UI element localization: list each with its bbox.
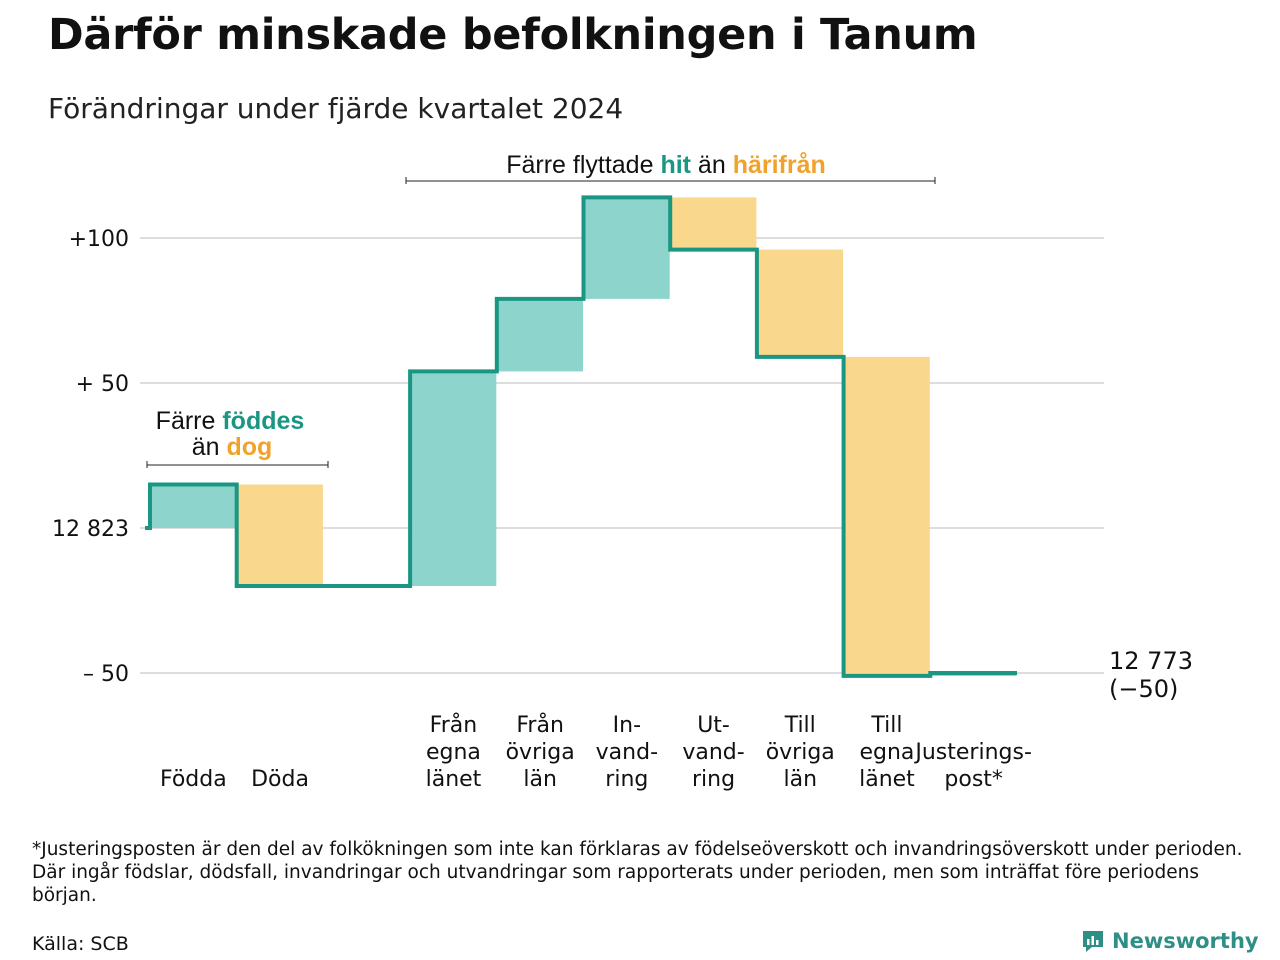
category-label: län — [523, 767, 557, 792]
end-value-label: 12 773 — [1109, 647, 1193, 675]
category-label: egna — [426, 740, 481, 765]
waterfall-bar — [497, 298, 583, 372]
y-tick-label: +100 — [69, 227, 129, 252]
waterfall-bar — [237, 484, 323, 586]
chart-subtitle: Förändringar under fjärde kvartalet 2024 — [48, 92, 624, 125]
waterfall-bar — [150, 484, 237, 528]
waterfall-bar — [844, 356, 930, 676]
category-label: Födda — [160, 767, 227, 792]
chart-title: Därför minskade befolkningen i Tanum — [48, 10, 978, 60]
newsworthy-logo-icon — [1083, 931, 1103, 952]
category-label: In- — [613, 713, 641, 738]
waterfall-bar — [584, 197, 670, 299]
y-tick-label: 12 823 — [52, 517, 129, 542]
y-tick-label: + 50 — [76, 372, 129, 397]
category-label: vand- — [682, 740, 744, 765]
category-label: Döda — [251, 767, 309, 792]
category-label: Till — [784, 713, 816, 738]
migration-annotation: Färre flyttade hit än härifrån — [506, 151, 826, 179]
source-label: Källa: SCB — [32, 933, 129, 955]
category-label: länet — [859, 767, 915, 792]
category-label: vand- — [596, 740, 658, 765]
births-annotation-line1: Färre föddes — [156, 407, 305, 435]
category-label: ring — [605, 767, 648, 792]
category-label: övriga — [766, 740, 835, 765]
logo-text: Newsworthy — [1112, 929, 1259, 953]
category-label: ring — [692, 767, 735, 792]
waterfall-bar — [757, 249, 844, 357]
waterfall-bar — [410, 371, 497, 586]
end-change-label: (−50) — [1109, 675, 1178, 703]
category-label: post* — [944, 767, 1003, 792]
category-label: Justerings- — [913, 740, 1032, 765]
category-label: Från — [516, 712, 564, 738]
category-label: Från — [430, 712, 478, 738]
category-label: länet — [426, 767, 482, 792]
category-label: övriga — [506, 740, 575, 765]
y-tick-label: – 50 — [83, 662, 129, 687]
step-line — [145, 195, 1017, 678]
category-label: egna — [859, 740, 914, 765]
footnote: *Justeringsposten är den del av folkökni… — [32, 839, 1243, 906]
newsworthy-logo: Newsworthy — [1080, 928, 1259, 954]
waterfall-bar — [670, 197, 757, 250]
category-label: län — [783, 767, 817, 792]
births-annotation-line2: än dog — [192, 433, 273, 461]
category-label: Till — [870, 713, 902, 738]
category-label: Ut- — [697, 713, 730, 738]
